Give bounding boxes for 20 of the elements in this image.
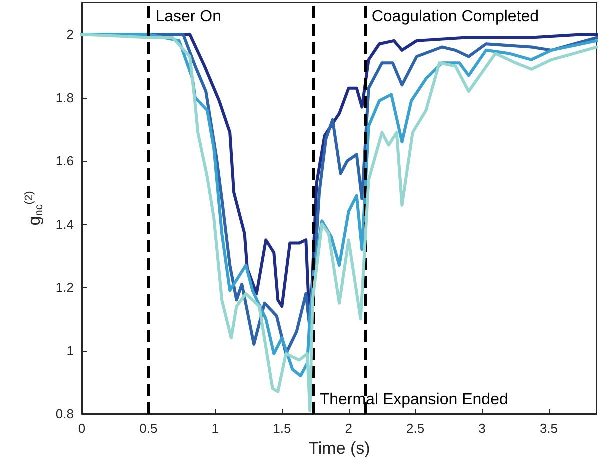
ref-line-label: Thermal Expansion Ended bbox=[320, 392, 508, 408]
y-tick-label: 1.4 bbox=[56, 216, 74, 232]
y-tick-label: 0.8 bbox=[56, 406, 74, 422]
ref-line-label: Coagulation Completed bbox=[372, 8, 540, 26]
x-tick-label: 1 bbox=[212, 421, 220, 436]
x-tick-label: 0.5 bbox=[140, 421, 158, 436]
y-tick-label: 1.2 bbox=[56, 280, 74, 296]
x-tick-label: 2.5 bbox=[406, 421, 425, 436]
x-tick-label: 1.5 bbox=[273, 421, 292, 436]
y-tick-label: 1.8 bbox=[56, 90, 74, 106]
y-tick-label: 1 bbox=[66, 343, 74, 358]
x-axis-title: Time (s) bbox=[308, 439, 370, 458]
y-tick-label: 1.6 bbox=[56, 154, 74, 169]
x-tick-label: 3 bbox=[478, 421, 486, 436]
x-tick-label: 2 bbox=[345, 421, 352, 436]
ref-line-label: Laser On bbox=[156, 8, 222, 26]
x-tick-label: 3.5 bbox=[540, 421, 558, 436]
y-axis-title: gnc(2) bbox=[24, 191, 46, 226]
x-tick-label: 0 bbox=[78, 421, 86, 436]
y-tick-label: 2 bbox=[66, 27, 74, 42]
